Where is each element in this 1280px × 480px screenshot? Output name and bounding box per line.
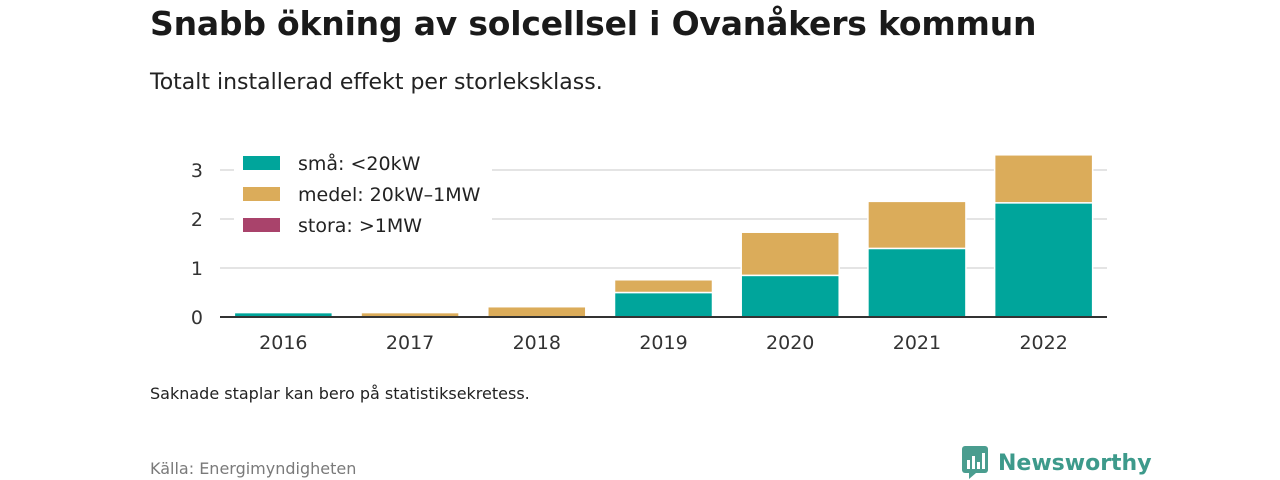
bar-segment <box>867 200 967 250</box>
bar-segment <box>993 154 1094 204</box>
x-tick-label: 2016 <box>259 332 307 354</box>
legend-label: stora: >1MW <box>298 215 422 237</box>
legend-swatch <box>243 218 280 232</box>
y-tick-label: 1 <box>191 258 203 280</box>
legend-label: medel: 20kW–1MW <box>298 184 481 206</box>
brand: Newsworthy <box>962 446 1152 480</box>
y-tick-label: 2 <box>191 209 203 231</box>
source-text: Källa: Energimyndigheten <box>150 459 357 478</box>
x-tick-label: 2020 <box>766 332 814 354</box>
legend-label: små: <20kW <box>298 152 421 175</box>
y-tick-label: 0 <box>191 307 203 329</box>
y-tick-label: 3 <box>191 160 203 182</box>
x-tick-label: 2022 <box>1019 332 1067 354</box>
legend-swatch <box>243 187 280 201</box>
newsworthy-logo-icon <box>962 446 988 479</box>
brand-name: Newsworthy <box>998 450 1152 476</box>
x-tick-label: 2017 <box>386 332 434 354</box>
legend-swatch <box>243 156 280 170</box>
bar-segment <box>613 291 714 318</box>
bar-segment <box>487 305 587 318</box>
stacked-bar-chart: 0 1 2 3 2016 2017 2018 2019 2020 2021 2022 små: <20… <box>190 152 1107 354</box>
chart-title: Snabb ökning av solcellsel i Ovanåkers k… <box>150 4 1037 43</box>
footnote: Saknade staplar kan bero på statistiksek… <box>150 384 530 403</box>
x-tick-label: 2018 <box>513 332 561 354</box>
bar-segment <box>613 279 714 294</box>
chart-subtitle: Totalt installerad effekt per storlekskl… <box>150 70 603 95</box>
x-tick-label: 2021 <box>893 332 941 354</box>
x-tick-label: 2019 <box>639 332 687 354</box>
bar-segment <box>993 202 1094 318</box>
bar-segment <box>867 247 967 318</box>
bar-segment <box>740 231 840 277</box>
bar-segment <box>740 274 840 318</box>
